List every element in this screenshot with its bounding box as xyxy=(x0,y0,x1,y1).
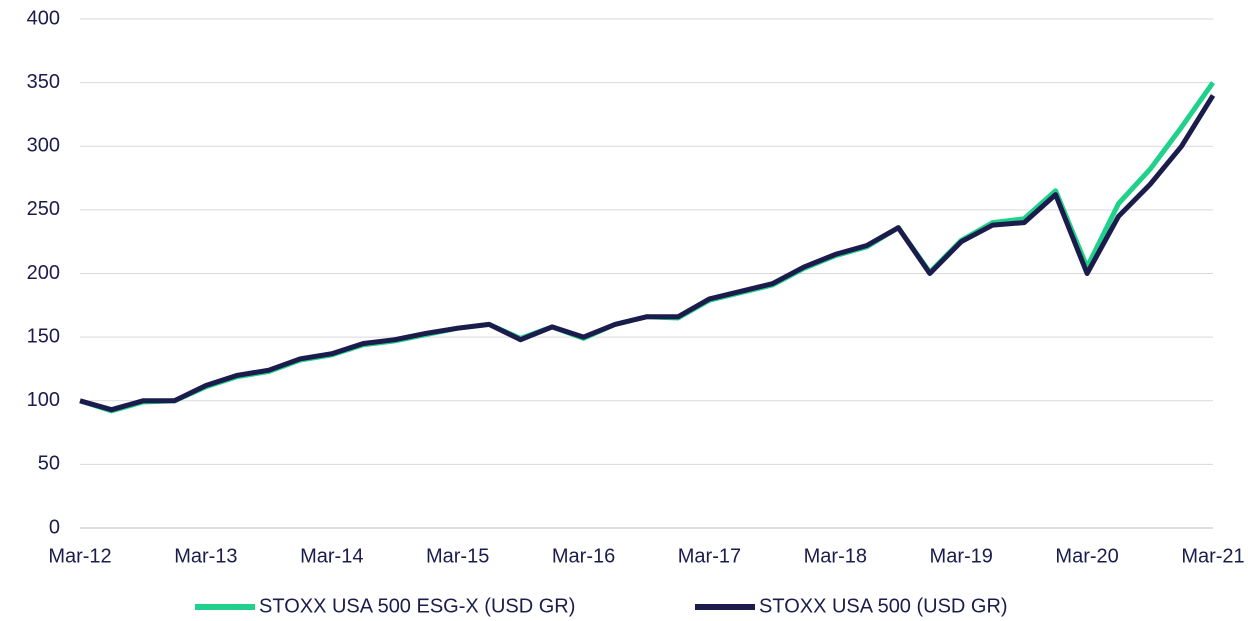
series-line xyxy=(79,81,1216,414)
legend-label: STOXX USA 500 ESG-X (USD GR) xyxy=(259,595,575,617)
y-tick-label: 100 xyxy=(27,389,60,411)
x-tick-label: Mar-15 xyxy=(426,545,489,567)
x-tick-label: Mar-19 xyxy=(930,545,993,567)
legend-label: STOXX USA 500 (USD GR) xyxy=(759,595,1008,617)
y-tick-label: 200 xyxy=(27,262,60,284)
y-tick-label: 250 xyxy=(27,198,60,220)
x-tick-label: Mar-18 xyxy=(804,545,867,567)
x-tick-label: Mar-12 xyxy=(48,545,111,567)
series-line xyxy=(79,94,1216,413)
y-tick-label: 400 xyxy=(27,7,60,29)
x-tick-label: Mar-20 xyxy=(1055,545,1118,567)
y-tick-label: 300 xyxy=(27,135,60,157)
y-tick-label: 150 xyxy=(27,325,60,347)
x-tick-label: Mar-17 xyxy=(678,545,741,567)
x-tick-label: Mar-13 xyxy=(174,545,237,567)
x-tick-label: Mar-14 xyxy=(300,545,363,567)
y-tick-label: 50 xyxy=(38,453,60,475)
x-tick-label: Mar-21 xyxy=(1181,545,1244,567)
y-tick-label: 350 xyxy=(27,71,60,93)
x-tick-label: Mar-16 xyxy=(552,545,615,567)
y-tick-label: 0 xyxy=(49,516,60,538)
